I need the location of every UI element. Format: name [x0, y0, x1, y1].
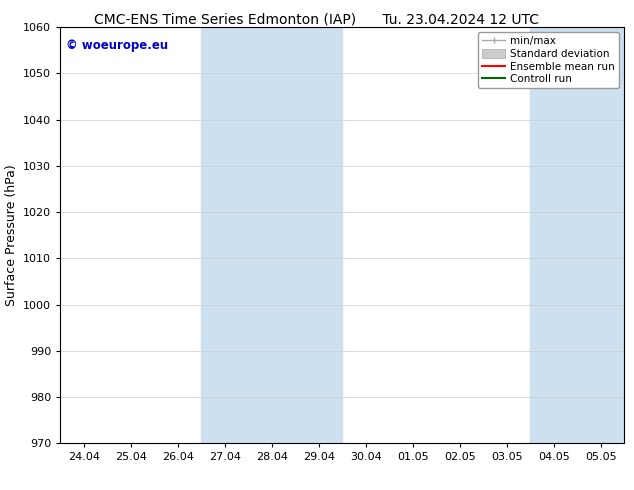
Text: © woeurope.eu: © woeurope.eu	[66, 40, 168, 52]
Y-axis label: Surface Pressure (hPa): Surface Pressure (hPa)	[4, 164, 18, 306]
Bar	[531, 27, 624, 443]
Bar	[201, 27, 342, 443]
Text: CMC-ENS Time Series Edmonton (IAP)      Tu. 23.04.2024 12 UTC: CMC-ENS Time Series Edmonton (IAP) Tu. 2…	[94, 12, 540, 26]
Legend: min/max, Standard deviation, Ensemble mean run, Controll run: min/max, Standard deviation, Ensemble me…	[478, 32, 619, 88]
